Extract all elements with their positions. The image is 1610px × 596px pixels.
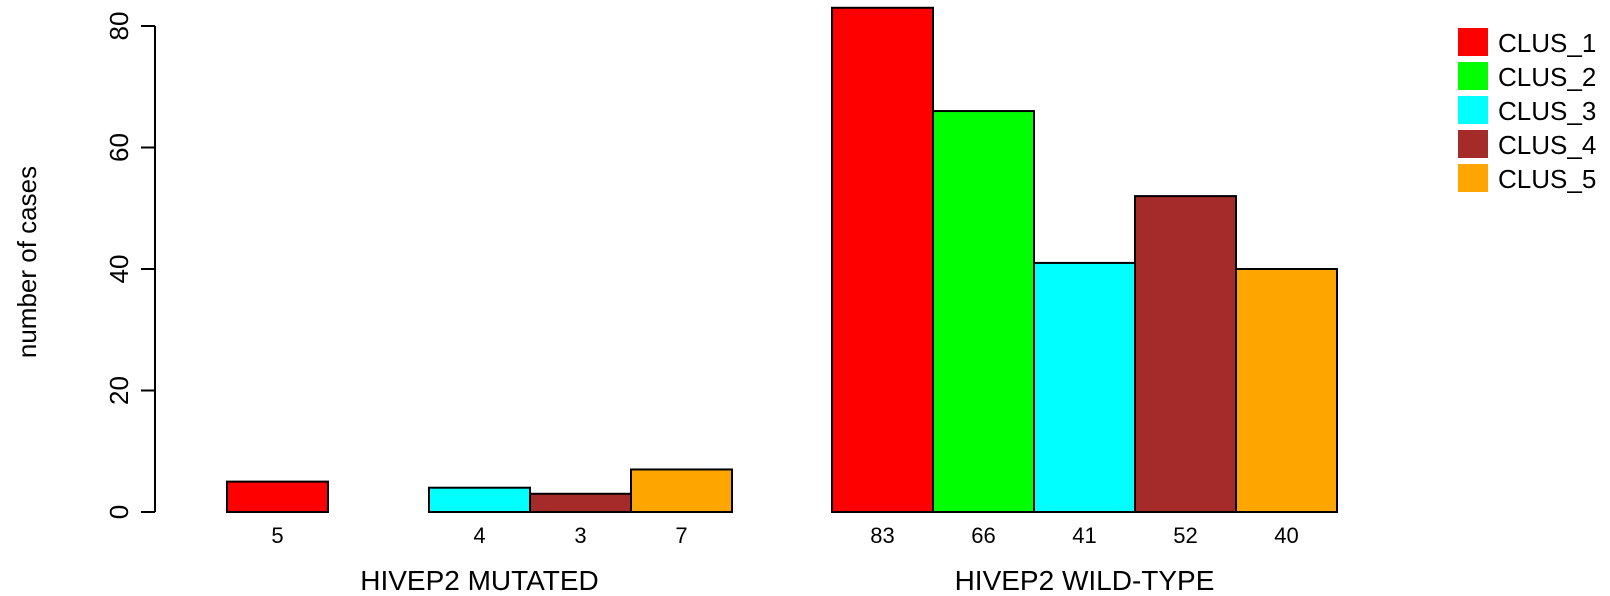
y-axis: 0 20 40 60 80	[104, 12, 156, 519]
legend-label: CLUS_3	[1498, 96, 1596, 126]
bar-clus-5	[630, 468, 733, 514]
legend-label: CLUS_4	[1498, 130, 1596, 160]
y-tick-label: 40	[104, 255, 134, 284]
bar-value-label: 40	[1274, 523, 1298, 548]
bar-clus-3	[1033, 261, 1136, 513]
bar-value-label: 83	[870, 523, 894, 548]
bars	[226, 6, 1338, 514]
bar-value-label: 5	[271, 523, 283, 548]
group-label: HIVEP2 WILD-TYPE	[955, 565, 1215, 596]
y-tick-label: 0	[104, 505, 134, 519]
y-axis-title: number of cases	[12, 166, 42, 358]
bar-clus-1	[226, 480, 329, 513]
legend-swatch	[1458, 28, 1488, 56]
legend: CLUS_1 CLUS_2 CLUS_3 CLUS_4 CLUS_5	[1458, 28, 1596, 194]
legend-swatch	[1458, 130, 1488, 158]
group-labels: HIVEP2 MUTATED HIVEP2 WILD-TYPE	[360, 565, 1214, 596]
bar-value-label: 3	[574, 523, 586, 548]
y-tick-label: 60	[104, 133, 134, 162]
bar-clus-2	[932, 110, 1035, 514]
bar-clus-1	[831, 6, 934, 514]
value-labels: 5 4 3 7 83 66 41 52 40	[271, 523, 1298, 548]
legend-label: CLUS_2	[1498, 62, 1596, 92]
legend-label: CLUS_5	[1498, 164, 1596, 194]
bar-clus-5	[1235, 268, 1338, 513]
bar-clus-3	[428, 486, 531, 514]
bar-clus-4	[529, 492, 632, 513]
group-label: HIVEP2 MUTATED	[360, 565, 599, 596]
bar-value-label: 52	[1173, 523, 1197, 548]
bar-value-label: 7	[675, 523, 687, 548]
y-tick-label: 20	[104, 376, 134, 405]
legend-swatch	[1458, 164, 1488, 192]
bar-value-label: 41	[1072, 523, 1096, 548]
y-tick-label: 80	[104, 12, 134, 41]
bar-value-label: 4	[473, 523, 485, 548]
legend-swatch	[1458, 96, 1488, 124]
legend-label: CLUS_1	[1498, 28, 1596, 58]
legend-swatch	[1458, 62, 1488, 90]
bar-clus-4	[1134, 195, 1237, 513]
bar-value-label: 66	[971, 523, 995, 548]
